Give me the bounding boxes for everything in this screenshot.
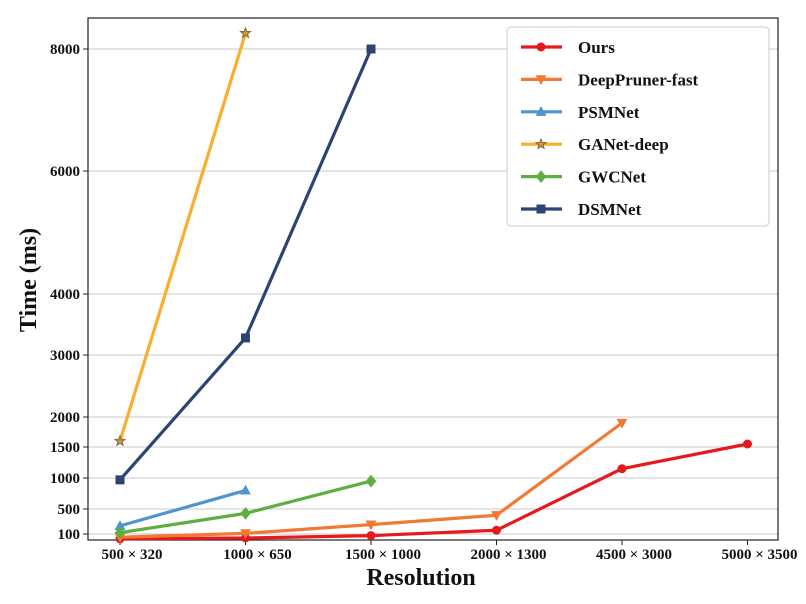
series-psmnet [114,484,251,530]
x-axis-ticks: 500 × 320 1000 × 650 1500 × 1000 2000 × 130… [101,540,798,563]
data-point-dsmnet [366,44,376,54]
y-axis-ticks: 100 500 1000 1500 2000 3000 4000 6000 8000 [50,42,88,543]
series-line-dsmnet [118,47,373,482]
series-gwcnet [114,474,377,540]
y-tick-label: 100 [58,527,81,543]
data-point-ours [743,439,752,449]
legend-label-gwcnet: GWCNet [578,168,646,187]
legend: Ours DeepPruner-fast PSMNet GANet-deep GWCNe… [506,26,770,227]
data-point-dsmnet [115,475,125,485]
data-point-deeppruner-fast [616,418,628,429]
legend-label-psmnet: PSMNet [578,103,640,122]
legend-label-ganet-deep: GANet-deep [578,135,669,154]
data-point-gwcnet [114,526,126,540]
legend-marker-gwcnet [535,170,547,183]
legend-label-ours: Ours [578,38,615,57]
y-tick-label: 4000 [50,287,80,303]
legend-marker-ours [536,42,546,52]
y-tick-label: 1500 [50,440,80,456]
y-tick-label: 500 [58,502,81,518]
grid-lines [88,48,778,535]
legend-box [506,26,770,227]
data-point-ours [492,525,501,535]
y-tick-label: 6000 [50,164,80,180]
data-point-ours [366,531,376,541]
x-axis-label: Resolution [366,565,475,591]
legend-label-dsmnet: DSMNet [578,200,642,219]
y-axis-label: Time (ms) [16,228,42,332]
data-point-deeppruner-fast [491,511,502,521]
x-tick-label: 1500 × 1000 [345,547,421,563]
legend-marker-deeppruner-fast [535,75,547,86]
data-point-deeppruner-fast [240,529,251,539]
data-point-gwcnet [240,506,251,520]
series-line-psmnet [118,488,248,528]
plot-frame [87,17,779,541]
y-tick-label: 8000 [50,42,80,58]
series-lines [113,26,752,544]
x-tick-label: 500 × 320 [101,547,162,563]
series-ganet-deep [113,26,252,447]
legend-marker-ganet-deep [534,137,548,150]
legend-label-deeppruner-fast: DeepPruner-fast [578,70,699,89]
legend-marker-dsmnet [536,204,546,214]
data-point-deeppruner-fast [365,520,377,531]
x-tick-label: 4500 × 3000 [596,547,672,563]
y-tick-label: 3000 [50,348,80,364]
series-line-ours [118,442,750,541]
data-point-ours [617,464,627,474]
data-point-ganet-deep [113,434,127,447]
legend-marker-psmnet [535,106,547,116]
y-tick-label: 1000 [50,471,80,487]
data-point-ganet-deep [239,26,252,39]
data-point-gwcnet [365,474,377,488]
y-tick-label: 2000 [50,410,80,426]
series-line-ganet-deep [118,31,248,443]
data-point-psmnet [240,484,251,495]
series-ours [115,439,752,544]
series-dsmnet [115,44,376,485]
x-tick-label: 5000 × 3500 [721,547,797,563]
data-point-dsmnet [241,333,250,343]
x-tick-label: 2000 × 1300 [470,547,546,563]
x-tick-label: 1000 × 650 [223,547,292,563]
